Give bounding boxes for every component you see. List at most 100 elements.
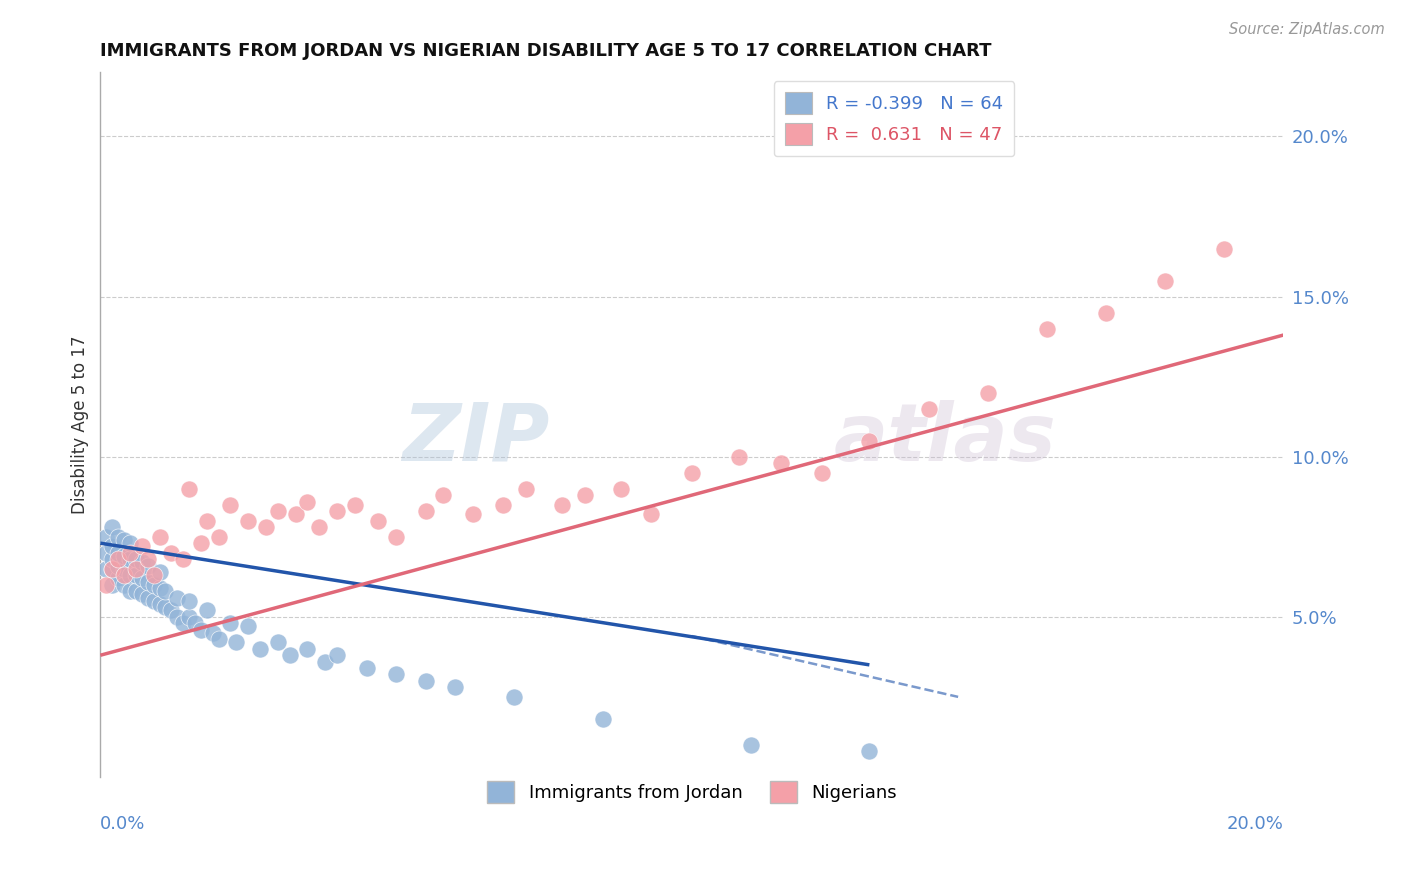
- Point: [160, 603, 183, 617]
- Point: [125, 568, 148, 582]
- Point: [184, 616, 207, 631]
- Point: [112, 568, 135, 582]
- Point: [172, 616, 194, 631]
- Point: [503, 690, 526, 704]
- Legend: Immigrants from Jordan, Nigerians: Immigrants from Jordan, Nigerians: [479, 773, 904, 810]
- Point: [112, 549, 135, 563]
- Point: [385, 530, 408, 544]
- Point: [118, 552, 141, 566]
- Point: [125, 562, 148, 576]
- Point: [136, 591, 159, 605]
- Point: [356, 661, 378, 675]
- Point: [131, 555, 153, 569]
- Point: [811, 466, 834, 480]
- Point: [142, 594, 165, 608]
- Point: [551, 498, 574, 512]
- Point: [592, 712, 614, 726]
- Point: [101, 562, 124, 576]
- Point: [136, 558, 159, 573]
- Point: [284, 508, 307, 522]
- Point: [461, 508, 484, 522]
- Point: [610, 482, 633, 496]
- Point: [238, 514, 260, 528]
- Text: Source: ZipAtlas.com: Source: ZipAtlas.com: [1229, 22, 1385, 37]
- Point: [219, 616, 242, 631]
- Point: [238, 619, 260, 633]
- Point: [201, 625, 224, 640]
- Point: [177, 482, 200, 496]
- Text: ZIP: ZIP: [402, 400, 550, 478]
- Point: [297, 494, 319, 508]
- Point: [976, 385, 998, 400]
- Point: [107, 546, 129, 560]
- Point: [415, 504, 437, 518]
- Point: [225, 635, 247, 649]
- Point: [326, 648, 349, 663]
- Text: 0.0%: 0.0%: [100, 815, 146, 833]
- Point: [190, 536, 212, 550]
- Point: [166, 610, 188, 624]
- Point: [432, 488, 454, 502]
- Point: [326, 504, 349, 518]
- Point: [148, 565, 170, 579]
- Point: [107, 558, 129, 573]
- Point: [1036, 321, 1059, 335]
- Point: [219, 498, 242, 512]
- Point: [107, 530, 129, 544]
- Point: [101, 562, 124, 576]
- Y-axis label: Disability Age 5 to 17: Disability Age 5 to 17: [72, 335, 89, 514]
- Point: [415, 673, 437, 688]
- Point: [148, 597, 170, 611]
- Point: [917, 401, 939, 416]
- Point: [107, 552, 129, 566]
- Point: [112, 562, 135, 576]
- Point: [343, 498, 366, 512]
- Point: [96, 546, 118, 560]
- Point: [195, 514, 218, 528]
- Point: [367, 514, 389, 528]
- Point: [131, 587, 153, 601]
- Point: [96, 562, 118, 576]
- Point: [308, 520, 330, 534]
- Point: [112, 533, 135, 547]
- Point: [208, 530, 231, 544]
- Point: [1213, 242, 1236, 256]
- Point: [101, 578, 124, 592]
- Point: [177, 610, 200, 624]
- Point: [858, 434, 880, 448]
- Point: [118, 536, 141, 550]
- Point: [190, 623, 212, 637]
- Point: [858, 744, 880, 758]
- Point: [118, 568, 141, 582]
- Point: [444, 680, 467, 694]
- Point: [314, 655, 336, 669]
- Point: [118, 584, 141, 599]
- Point: [491, 498, 513, 512]
- Point: [177, 594, 200, 608]
- Point: [254, 520, 277, 534]
- Point: [769, 456, 792, 470]
- Point: [515, 482, 537, 496]
- Point: [166, 591, 188, 605]
- Point: [155, 584, 177, 599]
- Point: [172, 552, 194, 566]
- Point: [740, 738, 762, 752]
- Point: [136, 574, 159, 589]
- Point: [118, 546, 141, 560]
- Point: [131, 571, 153, 585]
- Point: [136, 552, 159, 566]
- Point: [574, 488, 596, 502]
- Point: [148, 530, 170, 544]
- Point: [112, 578, 135, 592]
- Point: [125, 552, 148, 566]
- Point: [681, 466, 703, 480]
- Text: atlas: atlas: [834, 400, 1057, 478]
- Point: [160, 546, 183, 560]
- Point: [728, 450, 751, 464]
- Point: [101, 540, 124, 554]
- Point: [195, 603, 218, 617]
- Point: [131, 540, 153, 554]
- Point: [640, 508, 662, 522]
- Point: [155, 600, 177, 615]
- Text: IMMIGRANTS FROM JORDAN VS NIGERIAN DISABILITY AGE 5 TO 17 CORRELATION CHART: IMMIGRANTS FROM JORDAN VS NIGERIAN DISAB…: [100, 42, 991, 60]
